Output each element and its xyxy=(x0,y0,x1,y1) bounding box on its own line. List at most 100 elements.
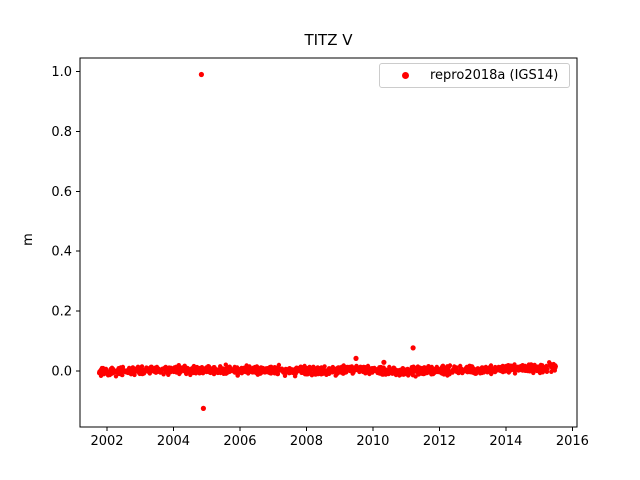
data-point xyxy=(471,366,476,371)
data-point xyxy=(335,371,340,376)
data-point xyxy=(343,365,348,371)
data-point xyxy=(488,363,494,368)
data-point xyxy=(302,367,307,373)
y-tick-label: 0.2 xyxy=(51,305,72,320)
data-point xyxy=(135,364,141,369)
data-point xyxy=(240,367,245,372)
data-point xyxy=(162,365,167,370)
data-point xyxy=(413,374,418,379)
data-point xyxy=(265,366,270,371)
data-point xyxy=(500,369,506,375)
data-point xyxy=(253,366,258,372)
data-point xyxy=(538,365,544,370)
outlier-point xyxy=(198,71,204,78)
data-point xyxy=(452,364,457,369)
data-point xyxy=(363,366,368,371)
data-point xyxy=(406,373,411,378)
data-point xyxy=(482,367,487,373)
data-point xyxy=(385,369,390,375)
data-point xyxy=(459,367,465,372)
data-point xyxy=(489,371,494,377)
data-point xyxy=(367,371,372,377)
data-point xyxy=(425,369,430,374)
data-point xyxy=(353,366,359,371)
data-point xyxy=(287,371,292,376)
data-point xyxy=(515,364,521,369)
data-point xyxy=(369,366,375,372)
data-point xyxy=(474,368,479,374)
data-point xyxy=(399,372,404,377)
data-point xyxy=(445,369,450,375)
axes-spines xyxy=(79,57,578,428)
legend-label: repro2018a (IGS14) xyxy=(430,68,559,83)
data-point xyxy=(358,368,363,374)
data-point xyxy=(379,372,385,377)
data-point xyxy=(344,370,349,375)
x-tick-label: 2004 xyxy=(157,434,190,449)
legend-marker-icon xyxy=(402,72,409,79)
data-point xyxy=(410,371,415,376)
data-point xyxy=(493,368,499,374)
data-point xyxy=(414,369,420,374)
data-point xyxy=(349,368,354,373)
data-point xyxy=(440,363,446,368)
data-point xyxy=(420,368,425,373)
data-point xyxy=(112,368,117,374)
data-point xyxy=(249,369,255,375)
y-tick-label: 0.6 xyxy=(51,185,72,200)
data-point xyxy=(529,362,534,368)
data-point xyxy=(552,367,557,373)
data-point xyxy=(247,364,252,369)
x-tick-label: 2010 xyxy=(356,434,389,449)
data-point xyxy=(193,371,199,376)
data-point xyxy=(214,370,219,375)
data-point xyxy=(275,371,281,377)
data-point xyxy=(157,368,163,374)
data-point xyxy=(144,368,149,373)
data-point xyxy=(405,366,410,372)
chart-title: TITZ V xyxy=(304,31,353,49)
x-tick-label: 2012 xyxy=(423,434,456,449)
data-point xyxy=(467,363,472,368)
data-point xyxy=(257,368,262,373)
data-point xyxy=(208,365,213,371)
data-point xyxy=(282,373,288,378)
data-point xyxy=(225,365,231,370)
data-point xyxy=(200,371,206,376)
data-point xyxy=(184,368,190,373)
data-point xyxy=(113,374,119,379)
data-point xyxy=(312,371,317,376)
data-point xyxy=(322,369,328,375)
x-tick-label: 2006 xyxy=(223,434,256,449)
data-point xyxy=(130,365,135,370)
data-point xyxy=(295,366,300,371)
outlier-point xyxy=(381,359,387,365)
data-point xyxy=(224,368,229,374)
data-point xyxy=(445,373,450,378)
data-point xyxy=(176,368,182,374)
data-point xyxy=(118,370,123,375)
data-point xyxy=(328,370,333,375)
data-point xyxy=(253,370,258,375)
x-tick-label: 2008 xyxy=(290,434,323,449)
data-point xyxy=(100,368,105,374)
data-point xyxy=(128,369,133,374)
data-point xyxy=(284,368,289,373)
y-tick-label: 1.0 xyxy=(51,65,72,80)
data-point xyxy=(531,368,537,374)
data-point xyxy=(218,370,223,376)
data-point xyxy=(400,366,405,372)
x-tick-label: 2002 xyxy=(90,434,123,449)
data-point xyxy=(509,363,515,369)
x-tick-label: 2014 xyxy=(489,434,522,449)
data-point xyxy=(548,363,553,369)
data-point xyxy=(437,367,442,373)
data-point xyxy=(517,368,522,373)
data-point xyxy=(268,369,273,374)
outlier-point xyxy=(353,355,359,361)
legend: repro2018a (IGS14) xyxy=(379,63,570,88)
data-point xyxy=(208,370,213,376)
data-point xyxy=(275,368,280,373)
